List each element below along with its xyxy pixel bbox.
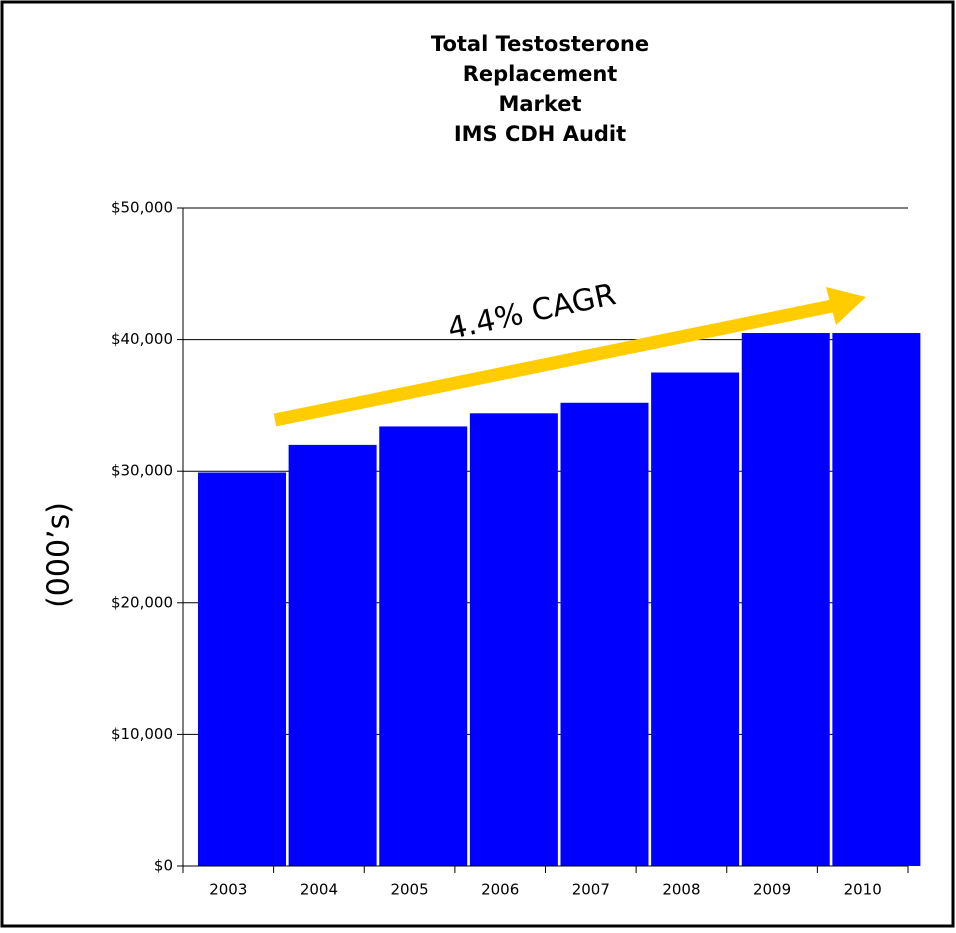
x-tick-label: 2009 xyxy=(753,881,791,899)
chart-title: IMS CDH Audit xyxy=(454,122,626,146)
bar xyxy=(288,444,377,866)
y-tick-label: $10,000 xyxy=(111,725,173,743)
bar xyxy=(379,426,468,866)
y-axis-label: (000’s) xyxy=(42,502,77,608)
title-group: Total Testosterone Replacement Market IMS C… xyxy=(431,32,649,146)
bar xyxy=(198,472,286,866)
x-tick-label: 2008 xyxy=(662,881,700,899)
x-tick-label: 2003 xyxy=(209,881,247,899)
bar xyxy=(560,402,649,866)
y-tick-label: $50,000 xyxy=(111,199,173,217)
bar xyxy=(469,413,558,866)
y-tick-label: $40,000 xyxy=(111,330,173,348)
y-tick-label: $30,000 xyxy=(111,462,173,480)
bar xyxy=(651,372,740,866)
cagr-arrow xyxy=(273,287,866,427)
x-tick-label: 2004 xyxy=(300,881,338,899)
chart-title: Replacement xyxy=(463,62,618,86)
x-tick-label: 2006 xyxy=(481,881,519,899)
chart-title: Market xyxy=(498,92,581,116)
bar xyxy=(832,333,921,866)
x-tick-label: 2007 xyxy=(572,881,610,899)
bar xyxy=(741,333,830,866)
y-tick-label: $20,000 xyxy=(111,593,173,611)
arrow-shaft xyxy=(273,299,834,427)
arrow-head xyxy=(826,287,866,325)
chart-title: Total Testosterone xyxy=(431,32,649,56)
x-tick-label: 2005 xyxy=(390,881,428,899)
plot: $0 $10,000 $20,000 $30,000 $40,000 $50,000 200… xyxy=(111,199,921,899)
x-tick-label: 2010 xyxy=(844,881,882,899)
y-tick-label: $0 xyxy=(154,857,173,875)
